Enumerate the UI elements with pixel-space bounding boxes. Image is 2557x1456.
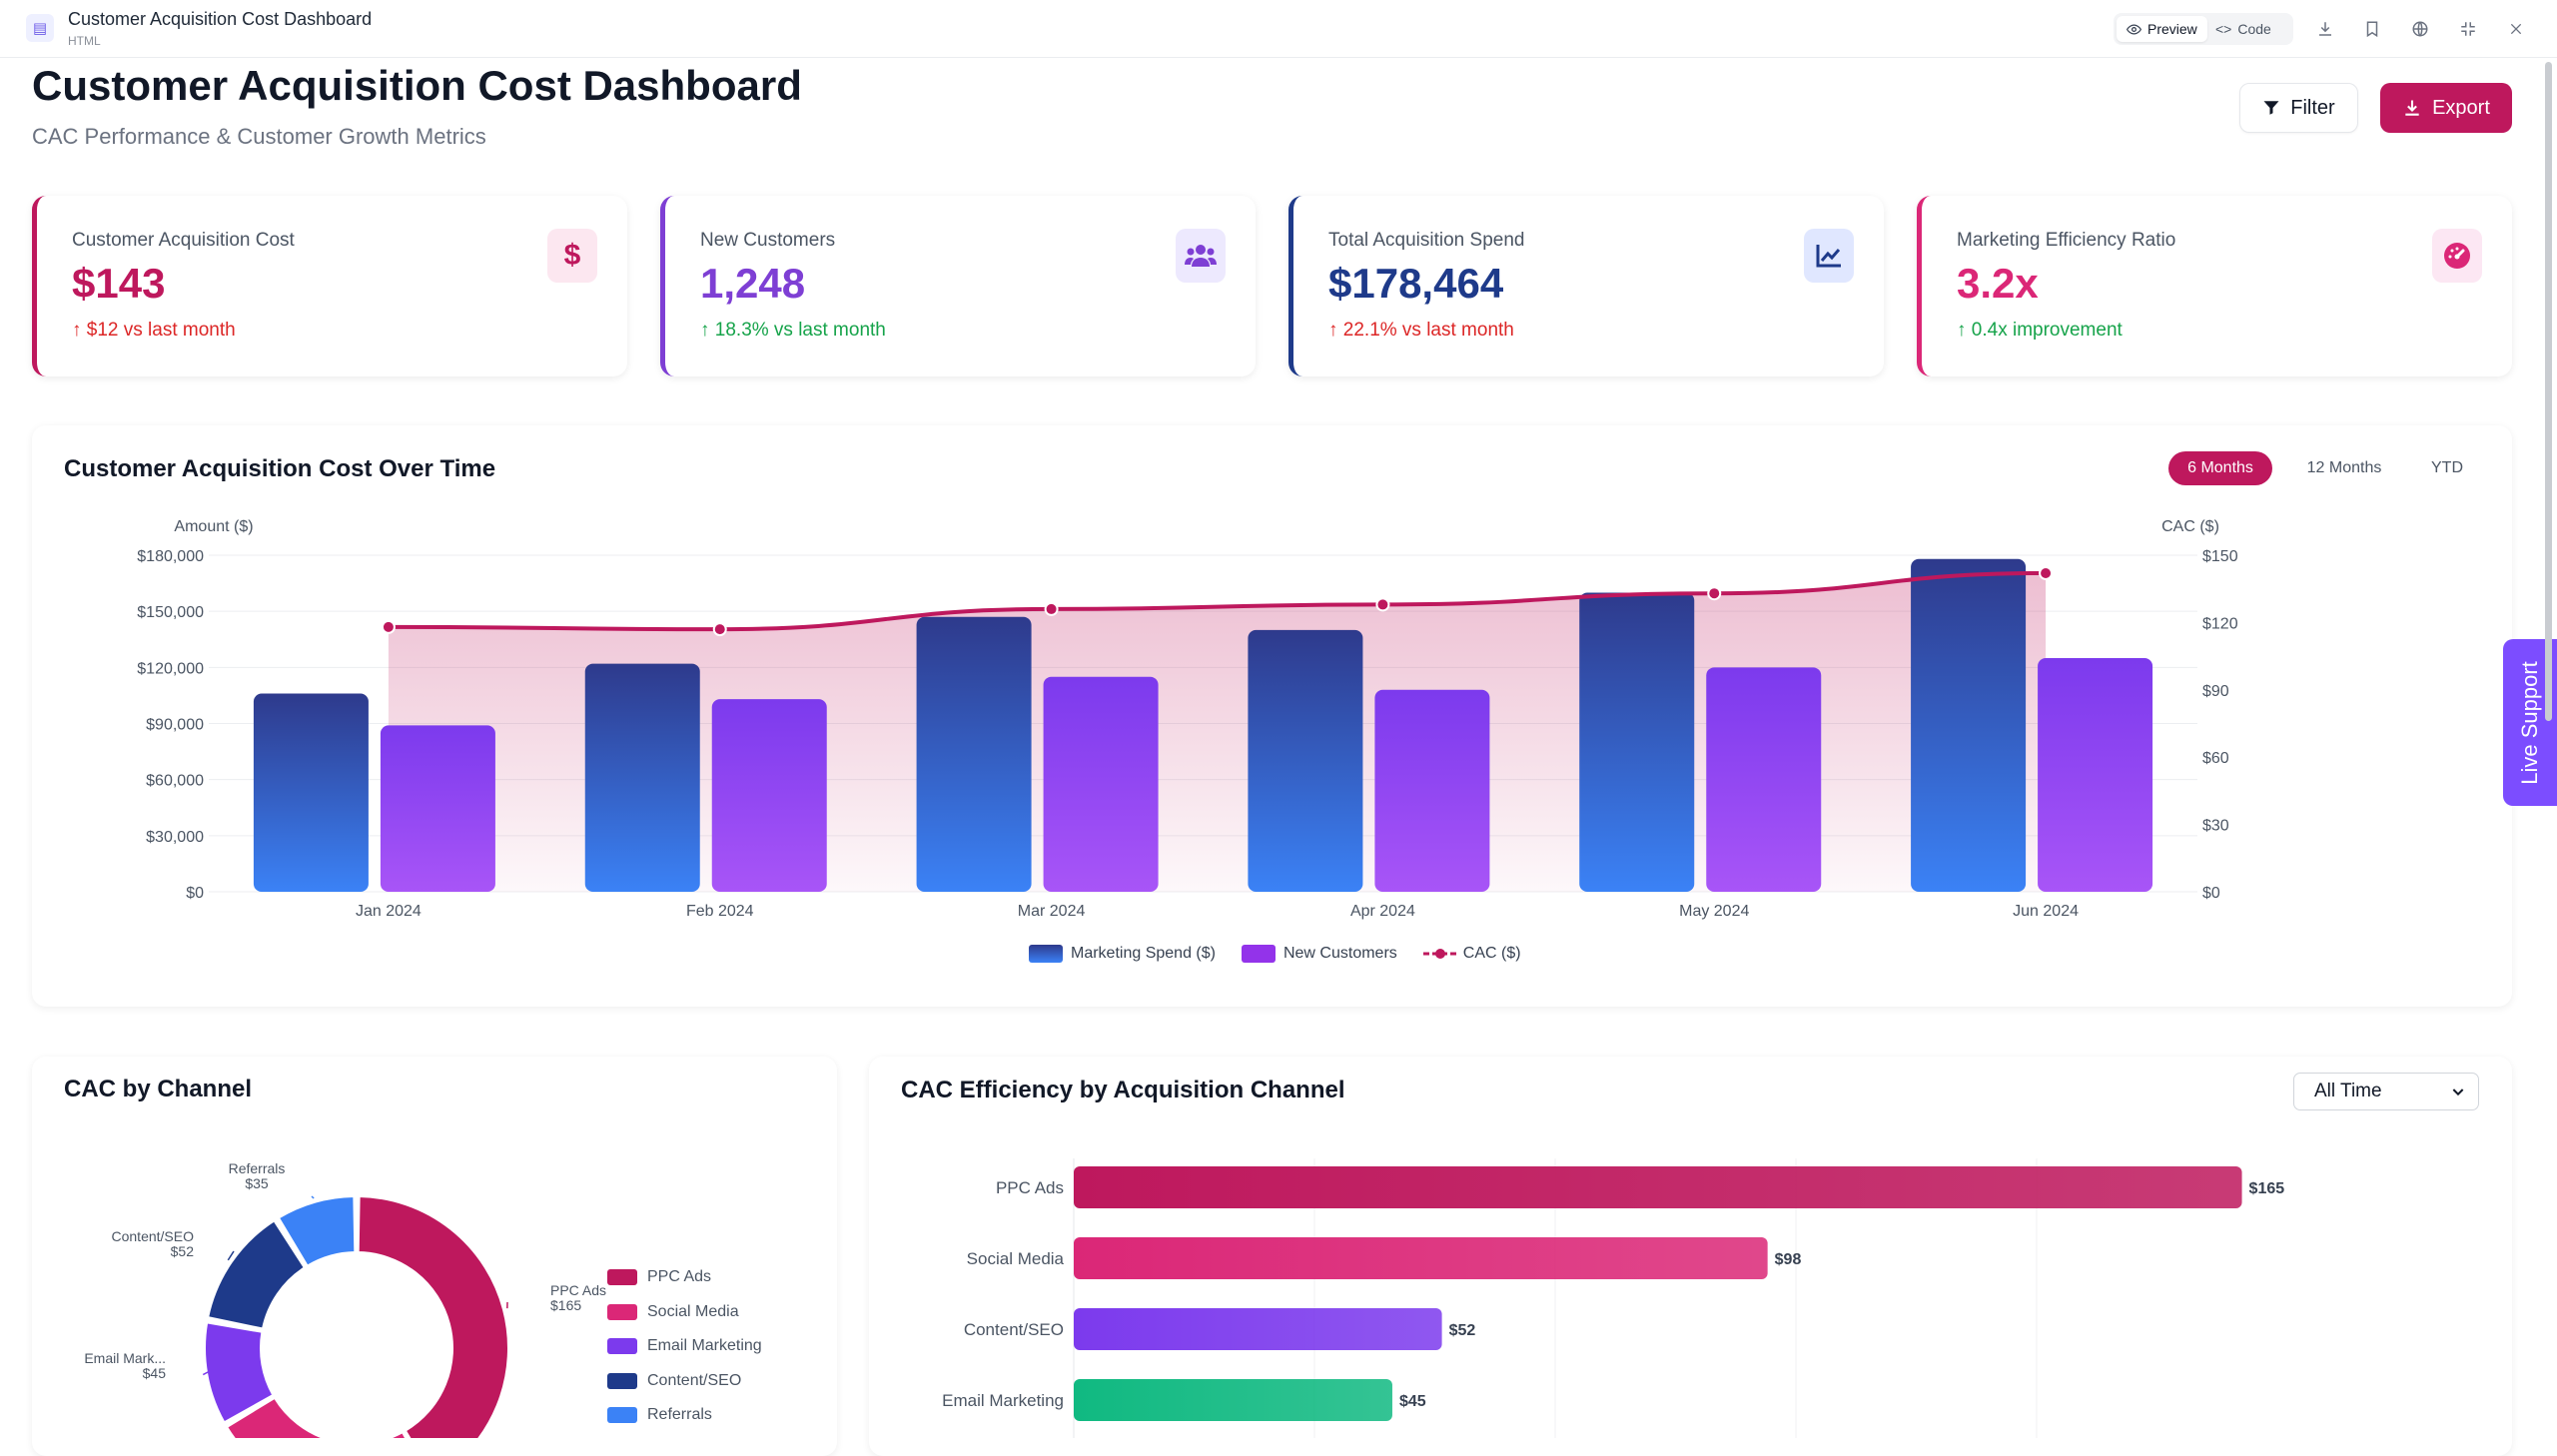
- bar-value-label: $52: [1449, 1322, 1476, 1339]
- bar-category-label: Content/SEO: [964, 1320, 1064, 1339]
- efficiency-bar: [1074, 1237, 1768, 1279]
- bar-value-label: $165: [2249, 1180, 2285, 1197]
- scrollbar[interactable]: [2545, 62, 2552, 721]
- efficiency-bar: [1074, 1308, 1442, 1350]
- bar-category-label: PPC Ads: [996, 1178, 1064, 1197]
- bar-category-label: Social Media: [967, 1249, 1065, 1268]
- efficiency-bar: [1074, 1379, 1392, 1421]
- efficiency-bar: [1074, 1166, 2242, 1208]
- bar-value-label: $98: [1775, 1251, 1802, 1268]
- bar-value-label: $45: [1399, 1393, 1426, 1410]
- bar-category-label: Email Marketing: [942, 1391, 1064, 1410]
- live-support-label: Live Support: [2517, 661, 2543, 785]
